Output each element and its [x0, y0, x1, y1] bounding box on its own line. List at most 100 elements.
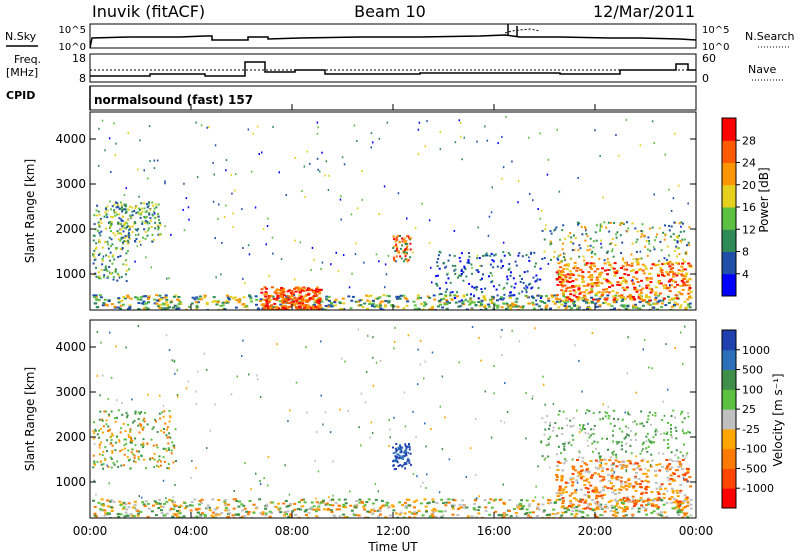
- scatter-cell: [211, 300, 215, 303]
- scatter-cell: [468, 255, 471, 258]
- scatter-cell: [600, 246, 603, 249]
- scatter-cell: [621, 448, 624, 451]
- scatter-cell: [597, 284, 601, 287]
- scatter-cell: [300, 499, 304, 502]
- scatter-cell: [575, 488, 578, 491]
- scatter-cell: [96, 275, 99, 278]
- scatter-cell: [124, 259, 127, 262]
- scatter-cell: [111, 432, 113, 435]
- scatter-cell: [115, 248, 118, 251]
- scatter-cell: [138, 308, 142, 310]
- scatter-cell: [611, 506, 615, 509]
- scatter-cell: [571, 274, 575, 276]
- scatter-cell: [158, 303, 162, 306]
- scatter-cell: [645, 500, 649, 503]
- scatter-cell: [587, 470, 591, 473]
- scatter-cell: [167, 463, 170, 466]
- scatter-cell: [579, 498, 583, 501]
- scatter-cell: [213, 300, 217, 303]
- scatter-cell: [113, 209, 115, 212]
- scatter-cell: [151, 504, 155, 507]
- scatter-cell: [332, 494, 334, 497]
- scatter-cell: [598, 273, 602, 276]
- scatter-cell: [684, 308, 688, 310]
- scatter-cell: [127, 239, 130, 242]
- scatter-cell: [522, 281, 525, 284]
- scatter-cell: [400, 457, 403, 459]
- scatter-cell: [93, 443, 96, 445]
- scatter-cell: [160, 464, 162, 467]
- scatter-cell: [431, 306, 434, 309]
- scatter-cell: [138, 207, 141, 210]
- scatter-cell: [121, 210, 124, 213]
- scatter-cell: [641, 304, 645, 307]
- scatter-cell: [653, 193, 655, 196]
- scatter-cell: [641, 443, 644, 446]
- scatter-cell: [281, 306, 285, 309]
- scatter-cell: [555, 474, 559, 476]
- scatter-cell: [169, 416, 172, 419]
- scatter-cell: [565, 287, 569, 290]
- scatter-cell: [570, 484, 574, 487]
- scatter-cell: [608, 479, 612, 482]
- scatter-cell: [177, 509, 181, 512]
- scatter-cell: [665, 287, 669, 290]
- scatter-cell: [114, 270, 117, 273]
- scatter-cell: [687, 278, 691, 281]
- scatter-cell: [617, 441, 620, 443]
- scatter-cell: [456, 514, 460, 516]
- scatter-cell: [528, 256, 530, 259]
- scatter-cell: [383, 185, 386, 188]
- scatter-cell: [613, 498, 617, 501]
- scatter-cell: [580, 275, 584, 278]
- scatter-cell: [127, 502, 131, 505]
- scatter-cell: [128, 228, 131, 231]
- scatter-cell: [686, 471, 690, 474]
- scatter-cell: [436, 284, 439, 287]
- scatter-cell: [631, 279, 634, 282]
- scatter-cell: [569, 499, 573, 502]
- scatter-cell: [585, 232, 588, 235]
- scatter-cell: [673, 473, 676, 475]
- scatter-cell: [633, 303, 637, 306]
- scatter-cell: [621, 298, 625, 301]
- scatter-cell: [563, 284, 567, 287]
- scatter-cell: [93, 249, 96, 252]
- scatter-cell: [185, 505, 189, 508]
- scatter-cell: [663, 257, 666, 260]
- scatter-cell: [676, 235, 679, 238]
- scatter-cell: [668, 229, 671, 232]
- scatter-cell: [127, 234, 130, 237]
- scatter-cell: [481, 277, 483, 280]
- scatter-cell: [677, 291, 681, 294]
- scatter-cell: [674, 416, 676, 419]
- scatter-cell: [457, 276, 459, 279]
- scatter-cell: [426, 120, 428, 123]
- colorbar-swatch: [722, 369, 736, 390]
- scatter-cell: [603, 259, 606, 262]
- scatter-cell: [670, 451, 673, 454]
- scatter-cell: [462, 271, 465, 274]
- scatter-cell: [665, 501, 669, 504]
- scatter-cell: [377, 490, 380, 493]
- scatter-cell: [266, 297, 270, 300]
- scatter-cell: [661, 299, 665, 302]
- scatter-cell: [619, 476, 623, 479]
- scatter-cell: [171, 306, 175, 309]
- scatter-cell: [430, 266, 432, 269]
- scatter-cell: [136, 245, 139, 248]
- scatter-cell: [643, 487, 647, 490]
- scatter-cell: [316, 121, 319, 124]
- scatter-cell: [581, 516, 585, 518]
- scatter-cell: [111, 243, 114, 246]
- scatter-cell: [677, 247, 680, 250]
- scatter-cell: [549, 240, 552, 243]
- scatter-cell: [626, 433, 629, 436]
- scatter-cell: [320, 394, 322, 397]
- scatter-cell: [531, 296, 534, 298]
- scatter-cell: [679, 489, 683, 492]
- scatter-cell: [623, 500, 627, 502]
- scatter-cell: [663, 511, 667, 514]
- scatter-cell: [634, 305, 638, 308]
- scatter-cell: [676, 272, 680, 275]
